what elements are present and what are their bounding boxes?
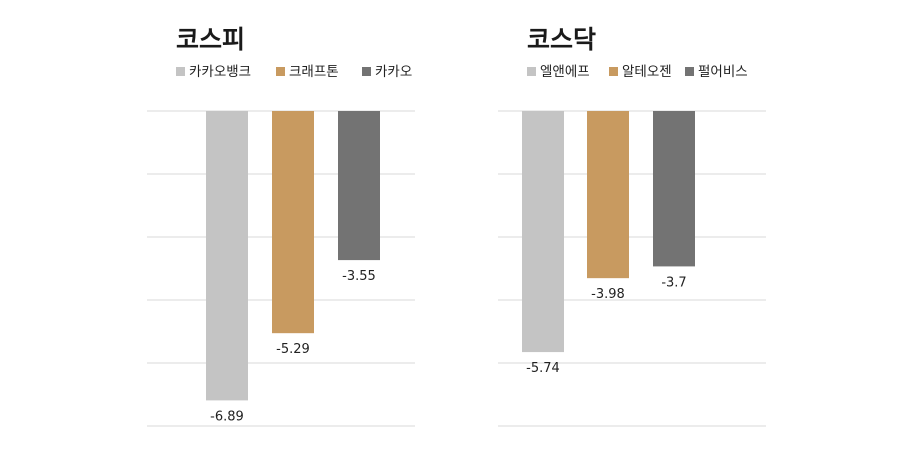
kospi-legend-swatch-1 bbox=[276, 67, 285, 76]
kospi-legend: 카카오뱅크 크래프톤 카카오 bbox=[176, 64, 412, 80]
kospi-bar-1 bbox=[272, 111, 314, 334]
kospi-legend-item: 크래프톤 bbox=[276, 64, 339, 80]
kosdaq-bar-2 bbox=[653, 111, 695, 267]
kosdaq-value-label-1: -3.98 bbox=[591, 287, 625, 302]
kospi-bars: -6.89 -5.29 -3.55 bbox=[206, 111, 380, 424]
kospi-legend-item: 카카오뱅크 bbox=[176, 64, 251, 80]
kospi-legend-item: 카카오 bbox=[362, 64, 412, 80]
kosdaq-legend-swatch-0 bbox=[527, 67, 536, 76]
kospi-value-label-1: -5.29 bbox=[276, 342, 310, 357]
kospi-legend-label-0: 카카오뱅크 bbox=[189, 64, 251, 80]
kospi-legend-label-2: 카카오 bbox=[375, 64, 412, 80]
kosdaq-legend-label-0: 엘앤에프 bbox=[540, 64, 590, 80]
kosdaq-bars: -5.74 -3.98 -3.7 bbox=[522, 111, 695, 376]
kospi-legend-swatch-2 bbox=[362, 67, 371, 76]
kosdaq-legend-item: 알테오젠 bbox=[609, 64, 672, 80]
kospi-value-label-0: -6.89 bbox=[210, 409, 244, 424]
kosdaq-legend-item: 엘앤에프 bbox=[527, 64, 590, 80]
panel-kospi: 코스피 카카오뱅크 크래프톤 카카오 -6.89 -5.29 -3.55 bbox=[176, 25, 412, 424]
kosdaq-bar-0 bbox=[522, 111, 564, 353]
kospi-legend-label-1: 크래프톤 bbox=[289, 64, 339, 80]
kosdaq-title: 코스닥 bbox=[527, 25, 596, 54]
kospi-bar-2 bbox=[338, 111, 380, 261]
kosdaq-legend-swatch-2 bbox=[685, 67, 694, 76]
kosdaq-legend-swatch-1 bbox=[609, 67, 618, 76]
kosdaq-value-label-2: -3.7 bbox=[661, 275, 686, 290]
kosdaq-legend-item: 펄어비스 bbox=[685, 64, 748, 80]
kospi-bar-0 bbox=[206, 111, 248, 401]
kospi-legend-swatch-0 bbox=[176, 67, 185, 76]
kospi-value-label-2: -3.55 bbox=[342, 269, 376, 284]
kospi-title: 코스피 bbox=[176, 25, 245, 54]
kosdaq-legend: 엘앤에프 알테오젠 펄어비스 bbox=[527, 64, 748, 80]
kosdaq-legend-label-1: 알테오젠 bbox=[622, 64, 672, 80]
kosdaq-legend-label-2: 펄어비스 bbox=[698, 64, 748, 80]
kosdaq-value-label-0: -5.74 bbox=[526, 361, 560, 376]
kosdaq-bar-1 bbox=[587, 111, 629, 279]
grid-layer bbox=[147, 110, 766, 427]
panel-kosdaq: 코스닥 엘앤에프 알테오젠 펄어비스 -5.74 -3.98 -3.7 bbox=[522, 25, 748, 376]
